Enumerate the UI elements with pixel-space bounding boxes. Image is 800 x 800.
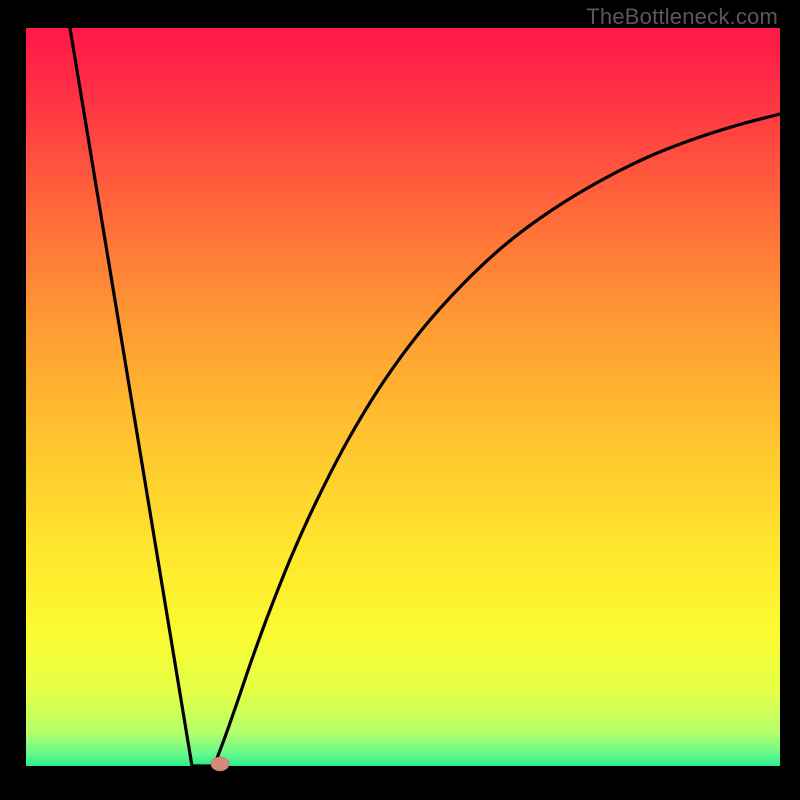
- optimal-point-marker: [211, 757, 229, 771]
- plot-background: [26, 28, 780, 766]
- bottleneck-chart: [0, 0, 800, 800]
